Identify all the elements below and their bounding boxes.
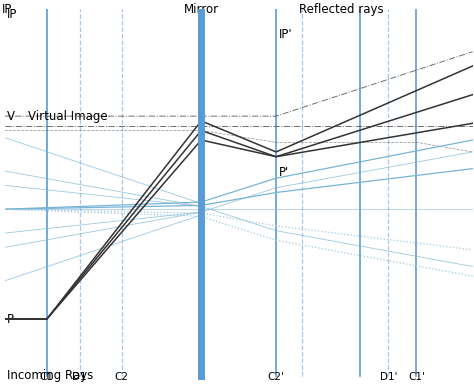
Text: D1: D1 [73,372,87,382]
Text: Mirror: Mirror [184,3,219,16]
Text: D1': D1' [380,372,397,382]
Text: Virtual Image: Virtual Image [28,110,108,123]
Text: Reflected rays: Reflected rays [299,3,384,16]
Text: C1: C1 [40,372,54,382]
Text: P: P [7,312,14,325]
Text: C1': C1' [408,372,425,382]
Text: IP': IP' [278,28,292,41]
Text: IP: IP [2,3,12,16]
Text: Incoming Rays: Incoming Rays [7,369,93,382]
Text: C2': C2' [268,372,284,382]
Text: P': P' [278,166,289,179]
Text: V: V [7,110,15,123]
Text: C2: C2 [115,372,129,382]
Text: IP: IP [7,8,18,21]
